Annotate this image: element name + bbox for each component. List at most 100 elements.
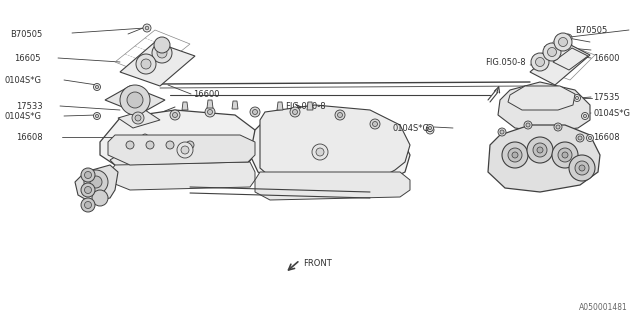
Circle shape bbox=[579, 165, 585, 171]
Circle shape bbox=[177, 142, 193, 158]
Text: 0104S*G: 0104S*G bbox=[392, 124, 429, 132]
Circle shape bbox=[170, 110, 180, 120]
Circle shape bbox=[95, 115, 99, 117]
Circle shape bbox=[537, 147, 543, 153]
Circle shape bbox=[146, 141, 154, 149]
Circle shape bbox=[558, 148, 572, 162]
Circle shape bbox=[559, 37, 568, 46]
Polygon shape bbox=[105, 86, 165, 114]
Circle shape bbox=[500, 130, 504, 134]
Circle shape bbox=[142, 134, 148, 140]
Circle shape bbox=[136, 54, 156, 74]
Circle shape bbox=[536, 58, 545, 67]
Text: 17533: 17533 bbox=[16, 101, 43, 110]
Circle shape bbox=[428, 126, 431, 130]
Text: FRONT: FRONT bbox=[303, 259, 332, 268]
Text: B70505: B70505 bbox=[10, 29, 42, 38]
Circle shape bbox=[120, 85, 150, 115]
Polygon shape bbox=[75, 165, 118, 202]
Circle shape bbox=[207, 109, 212, 115]
Circle shape bbox=[428, 128, 432, 132]
Circle shape bbox=[205, 107, 215, 117]
Text: 16600: 16600 bbox=[193, 90, 220, 99]
Circle shape bbox=[372, 122, 378, 126]
Polygon shape bbox=[182, 102, 188, 110]
Circle shape bbox=[552, 142, 578, 168]
Circle shape bbox=[84, 187, 92, 194]
Circle shape bbox=[575, 161, 589, 175]
Text: 0104S*G: 0104S*G bbox=[4, 111, 41, 121]
Polygon shape bbox=[307, 102, 313, 110]
Circle shape bbox=[337, 113, 342, 117]
Circle shape bbox=[173, 113, 177, 117]
Text: 17535: 17535 bbox=[593, 92, 620, 101]
Polygon shape bbox=[207, 100, 213, 108]
Polygon shape bbox=[232, 101, 238, 109]
Circle shape bbox=[145, 26, 149, 30]
Circle shape bbox=[526, 123, 530, 127]
Circle shape bbox=[564, 34, 572, 42]
Circle shape bbox=[92, 190, 108, 206]
Text: A050001481: A050001481 bbox=[579, 303, 628, 312]
Circle shape bbox=[576, 134, 584, 142]
Circle shape bbox=[290, 107, 300, 117]
Circle shape bbox=[586, 134, 593, 141]
Circle shape bbox=[81, 168, 95, 182]
Circle shape bbox=[543, 43, 561, 61]
Circle shape bbox=[588, 136, 591, 140]
Circle shape bbox=[547, 47, 557, 57]
Polygon shape bbox=[260, 105, 410, 184]
Text: FIG.050-8: FIG.050-8 bbox=[285, 101, 326, 110]
Circle shape bbox=[143, 24, 151, 32]
Circle shape bbox=[502, 142, 528, 168]
Circle shape bbox=[93, 113, 100, 119]
Circle shape bbox=[370, 119, 380, 129]
Circle shape bbox=[512, 152, 518, 158]
Polygon shape bbox=[108, 135, 255, 165]
Text: 16600: 16600 bbox=[593, 53, 620, 62]
Polygon shape bbox=[255, 172, 410, 200]
Text: 0104S*G: 0104S*G bbox=[4, 76, 41, 84]
Polygon shape bbox=[508, 86, 575, 110]
Polygon shape bbox=[110, 140, 248, 183]
Circle shape bbox=[527, 137, 553, 163]
Circle shape bbox=[584, 115, 587, 117]
Circle shape bbox=[533, 143, 547, 157]
Polygon shape bbox=[120, 42, 195, 86]
Polygon shape bbox=[110, 162, 255, 190]
Circle shape bbox=[566, 36, 570, 40]
Circle shape bbox=[524, 121, 532, 129]
Circle shape bbox=[95, 85, 99, 89]
Circle shape bbox=[81, 198, 95, 212]
Circle shape bbox=[84, 202, 92, 209]
Circle shape bbox=[250, 107, 260, 117]
Circle shape bbox=[569, 155, 595, 181]
Polygon shape bbox=[100, 110, 255, 180]
Text: 16605: 16605 bbox=[14, 53, 40, 62]
Circle shape bbox=[562, 152, 568, 158]
Polygon shape bbox=[498, 82, 590, 132]
Circle shape bbox=[575, 96, 579, 100]
Circle shape bbox=[141, 59, 151, 69]
Circle shape bbox=[531, 53, 549, 71]
Circle shape bbox=[573, 94, 580, 101]
Circle shape bbox=[126, 141, 134, 149]
Polygon shape bbox=[118, 110, 160, 128]
Polygon shape bbox=[250, 115, 410, 188]
Circle shape bbox=[132, 112, 144, 124]
Circle shape bbox=[292, 109, 298, 115]
Circle shape bbox=[154, 37, 170, 53]
Circle shape bbox=[127, 92, 143, 108]
Circle shape bbox=[152, 43, 172, 63]
Circle shape bbox=[166, 141, 174, 149]
Circle shape bbox=[84, 170, 108, 194]
Circle shape bbox=[186, 141, 194, 149]
Circle shape bbox=[81, 183, 95, 197]
Polygon shape bbox=[277, 102, 283, 110]
Circle shape bbox=[90, 176, 102, 188]
Text: FIG.050-8: FIG.050-8 bbox=[485, 58, 525, 67]
Circle shape bbox=[181, 146, 189, 154]
Circle shape bbox=[498, 128, 506, 136]
Circle shape bbox=[554, 123, 562, 131]
Circle shape bbox=[554, 33, 572, 51]
